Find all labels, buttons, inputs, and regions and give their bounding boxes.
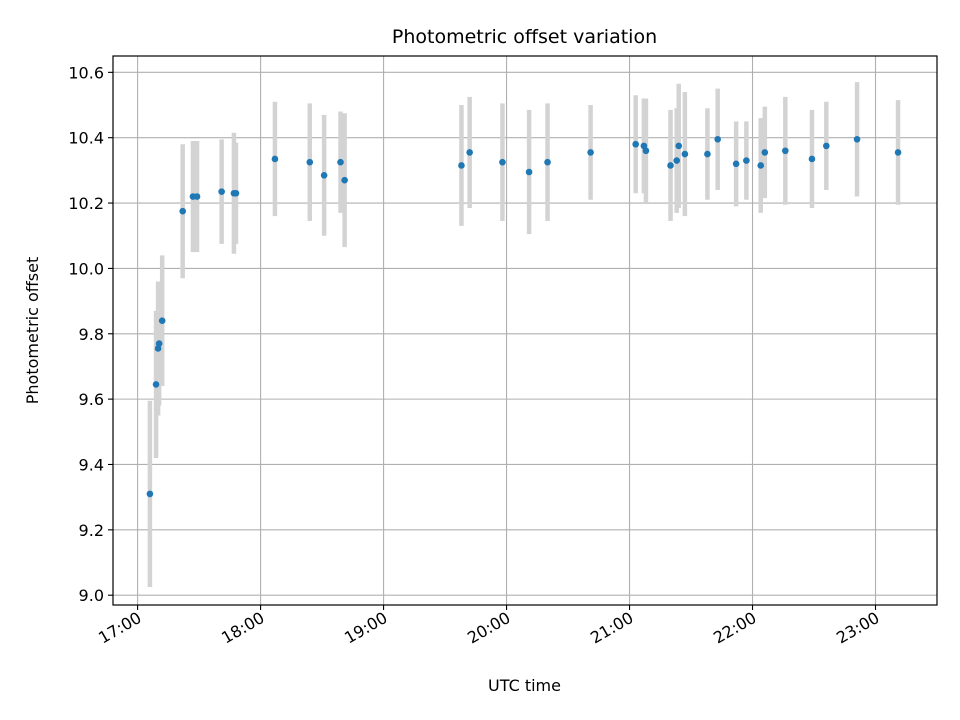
data-point: [632, 140, 639, 148]
y-tick-label: 9.2: [79, 521, 104, 540]
y-tick-label: 9.8: [79, 325, 104, 344]
data-point: [146, 490, 154, 498]
data-point: [681, 150, 689, 158]
y-tick-label: 10.2: [68, 194, 104, 213]
data-point: [823, 142, 830, 150]
data-point: [458, 162, 465, 169]
data-point: [466, 149, 473, 156]
data-point: [642, 147, 650, 155]
data-point: [271, 155, 279, 163]
data-point: [337, 158, 344, 166]
data-point: [341, 176, 348, 184]
data-point: [232, 189, 240, 197]
data-point: [525, 168, 533, 176]
data-point: [782, 147, 789, 155]
grid: [113, 56, 937, 605]
data-point: [158, 317, 166, 324]
data-point: [587, 149, 594, 156]
y-tick-label: 9.0: [79, 586, 104, 605]
y-tick-label: 10.4: [68, 129, 104, 148]
data-point: [704, 150, 711, 158]
data-point: [544, 158, 551, 166]
y-tick-label: 9.4: [79, 455, 104, 474]
data-point: [743, 157, 750, 164]
y-tick-label: 10.6: [68, 63, 104, 82]
data-point: [154, 345, 162, 352]
data-point: [667, 162, 674, 169]
data-point: [757, 162, 765, 169]
data-point: [155, 340, 163, 347]
data-point: [675, 142, 683, 150]
data-point: [179, 207, 186, 215]
y-axis-title: Photometric offset: [23, 257, 42, 405]
x-axis-title: UTC time: [488, 676, 561, 695]
data-point: [152, 381, 160, 388]
y-tick-label: 10.0: [68, 259, 104, 278]
data-point: [673, 157, 680, 164]
data-points: [146, 136, 902, 498]
y-tick-label: 9.6: [79, 390, 104, 409]
y-axis: 9.0 9.2 9.4 9.6 9.8 10.0 10.2 10.4 10.6: [68, 63, 113, 605]
data-point: [761, 149, 769, 156]
data-point: [218, 188, 225, 195]
data-point: [306, 158, 314, 166]
data-point: [320, 171, 328, 179]
data-point: [714, 136, 721, 143]
data-point: [499, 158, 506, 166]
plot-frame: [112, 55, 938, 606]
data-point: [193, 193, 201, 200]
data-point: [894, 149, 902, 156]
data-point: [853, 136, 861, 143]
data-point: [732, 160, 740, 168]
data-point: [808, 155, 816, 163]
chart-title: Photometric offset variation: [392, 26, 657, 48]
